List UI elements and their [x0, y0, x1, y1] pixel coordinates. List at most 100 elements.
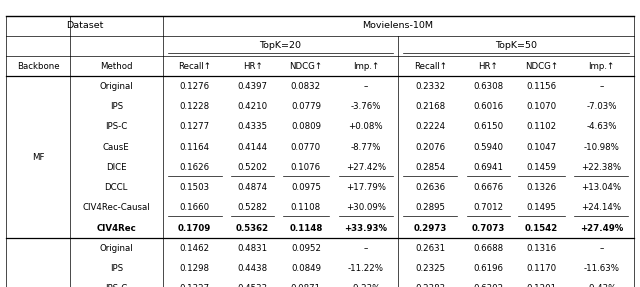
Text: IPS-C: IPS-C: [105, 284, 127, 287]
Text: Backbone: Backbone: [17, 62, 60, 71]
Text: Imp.↑: Imp.↑: [353, 62, 379, 71]
Text: -8.77%: -8.77%: [351, 143, 381, 152]
Text: 0.4831: 0.4831: [237, 244, 268, 253]
Text: +13.04%: +13.04%: [581, 183, 621, 192]
Text: 0.4874: 0.4874: [237, 183, 268, 192]
Text: -10.98%: -10.98%: [584, 143, 620, 152]
Text: Recall↑: Recall↑: [414, 62, 447, 71]
Text: 0.4533: 0.4533: [237, 284, 268, 287]
Text: 0.4438: 0.4438: [237, 264, 268, 273]
Text: 0.1462: 0.1462: [180, 244, 210, 253]
Text: Original: Original: [99, 82, 133, 91]
Text: IPS: IPS: [109, 264, 123, 273]
Text: 0.1542: 0.1542: [525, 224, 558, 233]
Text: DCCL: DCCL: [104, 183, 128, 192]
Text: –: –: [599, 244, 604, 253]
Text: -9.43%: -9.43%: [586, 284, 616, 287]
Text: 0.1201: 0.1201: [526, 284, 556, 287]
Text: HR↑: HR↑: [478, 62, 498, 71]
Text: 0.1047: 0.1047: [526, 143, 556, 152]
Text: 0.5362: 0.5362: [236, 224, 269, 233]
Text: 0.4335: 0.4335: [237, 123, 268, 131]
Text: 0.1709: 0.1709: [178, 224, 211, 233]
Text: –: –: [599, 82, 604, 91]
Text: 0.0770: 0.0770: [291, 143, 321, 152]
Text: 0.6196: 0.6196: [473, 264, 503, 273]
Text: 0.2854: 0.2854: [415, 163, 445, 172]
Text: 0.0952: 0.0952: [291, 244, 321, 253]
Text: 0.1495: 0.1495: [527, 203, 556, 212]
Text: 0.1148: 0.1148: [289, 224, 323, 233]
Text: 0.7012: 0.7012: [473, 203, 503, 212]
Text: 0.1108: 0.1108: [291, 203, 321, 212]
Text: 0.4397: 0.4397: [237, 82, 268, 91]
Text: 0.2224: 0.2224: [415, 123, 445, 131]
Text: MF: MF: [32, 153, 44, 162]
Text: 0.2168: 0.2168: [415, 102, 445, 111]
Text: 0.2973: 0.2973: [413, 224, 447, 233]
Text: Recall↑: Recall↑: [178, 62, 211, 71]
Text: 0.1459: 0.1459: [527, 163, 556, 172]
Text: 0.1660: 0.1660: [180, 203, 210, 212]
Text: 0.2631: 0.2631: [415, 244, 445, 253]
Text: IPS: IPS: [109, 102, 123, 111]
Text: NDCG↑: NDCG↑: [525, 62, 558, 71]
Text: 0.1276: 0.1276: [180, 82, 210, 91]
Text: -11.22%: -11.22%: [348, 264, 384, 273]
Text: 0.2895: 0.2895: [415, 203, 445, 212]
Text: Movielens-10M: Movielens-10M: [363, 21, 433, 30]
Text: 0.2636: 0.2636: [415, 183, 445, 192]
Text: 0.7073: 0.7073: [471, 224, 505, 233]
Text: 0.1316: 0.1316: [526, 244, 556, 253]
Text: 0.6676: 0.6676: [473, 183, 503, 192]
Text: 0.5282: 0.5282: [237, 203, 268, 212]
Text: 0.1326: 0.1326: [526, 183, 556, 192]
Text: 0.1102: 0.1102: [526, 123, 556, 131]
Text: 0.6688: 0.6688: [473, 244, 503, 253]
Text: 0.1170: 0.1170: [526, 264, 556, 273]
Text: 0.0809: 0.0809: [291, 123, 321, 131]
Text: Original: Original: [99, 244, 133, 253]
Text: 0.5202: 0.5202: [237, 163, 268, 172]
Text: 0.0779: 0.0779: [291, 102, 321, 111]
Text: 0.0975: 0.0975: [291, 183, 321, 192]
Text: 0.1298: 0.1298: [180, 264, 210, 273]
Text: +24.14%: +24.14%: [581, 203, 621, 212]
Text: 0.1626: 0.1626: [180, 163, 210, 172]
Text: 0.1503: 0.1503: [180, 183, 210, 192]
Text: DICE: DICE: [106, 163, 127, 172]
Text: TopK=20: TopK=20: [259, 41, 301, 51]
Text: 0.2332: 0.2332: [415, 82, 445, 91]
Text: +30.09%: +30.09%: [346, 203, 386, 212]
Text: 0.1156: 0.1156: [526, 82, 556, 91]
Text: Method: Method: [100, 62, 132, 71]
Text: HR↑: HR↑: [243, 62, 262, 71]
Text: 0.6150: 0.6150: [473, 123, 503, 131]
Text: Imp.↑: Imp.↑: [588, 62, 614, 71]
Text: -11.63%: -11.63%: [584, 264, 620, 273]
Text: 0.2076: 0.2076: [415, 143, 445, 152]
Text: Dataset: Dataset: [66, 21, 103, 30]
Text: +0.08%: +0.08%: [349, 123, 383, 131]
Text: -3.76%: -3.76%: [351, 102, 381, 111]
Text: -7.03%: -7.03%: [586, 102, 617, 111]
Text: IPS-C: IPS-C: [105, 123, 127, 131]
Text: 0.1327: 0.1327: [180, 284, 210, 287]
Text: 0.6941: 0.6941: [473, 163, 503, 172]
Text: 0.6302: 0.6302: [473, 284, 503, 287]
Text: 0.1076: 0.1076: [291, 163, 321, 172]
Text: 0.1164: 0.1164: [180, 143, 210, 152]
Text: –: –: [364, 244, 368, 253]
Text: NDCG↑: NDCG↑: [289, 62, 323, 71]
Text: 0.4210: 0.4210: [237, 102, 268, 111]
Text: +27.49%: +27.49%: [580, 224, 623, 233]
Text: +17.79%: +17.79%: [346, 183, 386, 192]
Text: 0.0849: 0.0849: [291, 264, 321, 273]
Text: 0.1070: 0.1070: [526, 102, 556, 111]
Text: +27.42%: +27.42%: [346, 163, 386, 172]
Text: 0.6016: 0.6016: [473, 102, 503, 111]
Text: 0.1228: 0.1228: [180, 102, 210, 111]
Text: 0.5940: 0.5940: [473, 143, 503, 152]
Text: 0.4144: 0.4144: [237, 143, 268, 152]
Text: –: –: [364, 82, 368, 91]
